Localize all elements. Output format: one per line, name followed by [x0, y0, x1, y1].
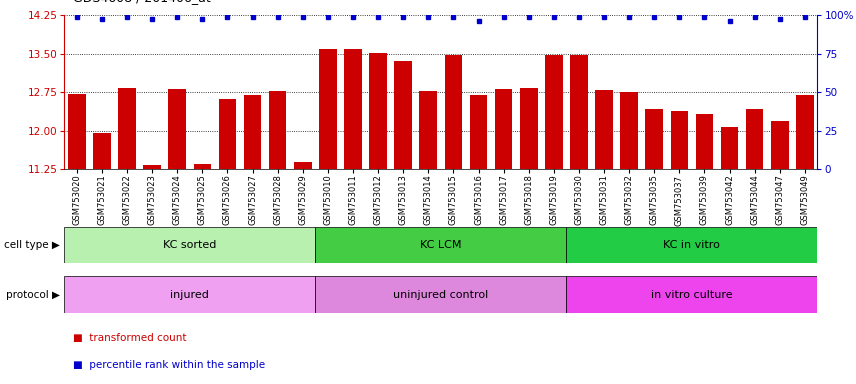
Bar: [495, 89, 513, 169]
Bar: [520, 88, 538, 169]
Bar: [796, 95, 814, 169]
Bar: [419, 91, 437, 169]
Bar: [721, 127, 739, 169]
Bar: [621, 92, 638, 169]
Bar: [567, 276, 817, 313]
Bar: [567, 227, 817, 263]
Text: ■  percentile rank within the sample: ■ percentile rank within the sample: [73, 360, 265, 370]
Bar: [696, 114, 713, 169]
Bar: [570, 55, 588, 169]
Bar: [118, 88, 136, 169]
Text: cell type ▶: cell type ▶: [4, 240, 60, 250]
Bar: [315, 227, 567, 263]
Bar: [68, 94, 86, 169]
Bar: [93, 133, 110, 169]
Text: uninjured control: uninjured control: [393, 290, 489, 300]
Bar: [143, 165, 161, 169]
Bar: [444, 55, 462, 169]
Bar: [470, 95, 487, 169]
Text: in vitro culture: in vitro culture: [651, 290, 733, 300]
Text: KC in vitro: KC in vitro: [663, 240, 721, 250]
Bar: [319, 49, 336, 169]
Bar: [771, 121, 788, 169]
Bar: [269, 91, 287, 169]
Bar: [395, 61, 412, 169]
Bar: [218, 99, 236, 169]
Text: KC LCM: KC LCM: [420, 240, 461, 250]
Bar: [64, 227, 315, 263]
Text: KC sorted: KC sorted: [163, 240, 217, 250]
Bar: [64, 276, 315, 313]
Bar: [746, 109, 764, 169]
Text: injured: injured: [170, 290, 209, 300]
Bar: [645, 109, 663, 169]
Bar: [670, 111, 688, 169]
Text: protocol ▶: protocol ▶: [6, 290, 60, 300]
Text: GDS4608 / 201406_at: GDS4608 / 201406_at: [73, 0, 211, 4]
Bar: [169, 89, 186, 169]
Bar: [344, 49, 362, 169]
Text: ■  transformed count: ■ transformed count: [73, 333, 187, 343]
Bar: [595, 89, 613, 169]
Bar: [193, 164, 211, 169]
Bar: [369, 53, 387, 169]
Bar: [545, 55, 562, 169]
Bar: [294, 162, 312, 169]
Bar: [315, 276, 567, 313]
Bar: [244, 95, 261, 169]
